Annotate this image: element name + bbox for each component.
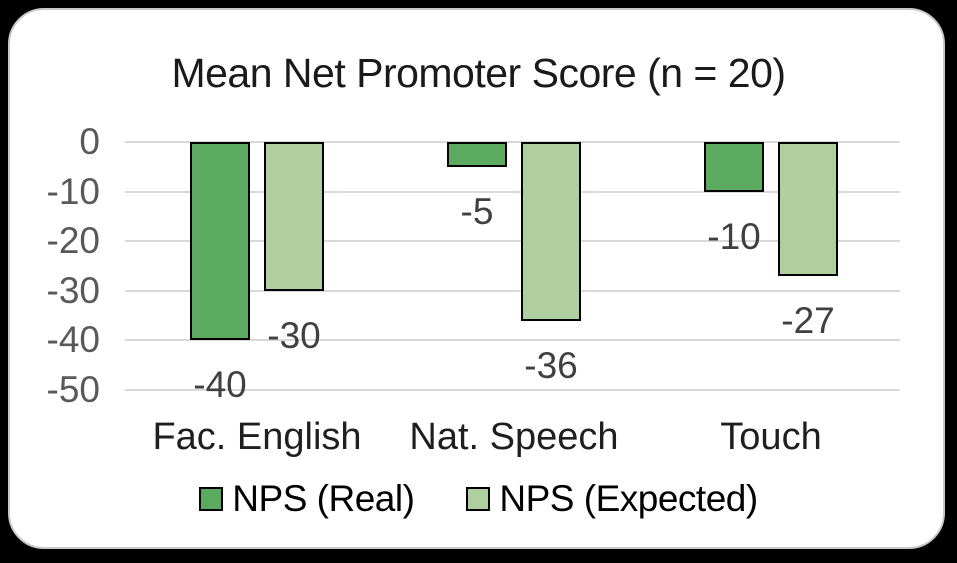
chart-legend: NPS (Real) NPS (Expected): [0, 478, 957, 520]
x-axis-category-label: Touch: [720, 416, 822, 458]
legend-label: NPS (Expected): [499, 478, 758, 519]
y-axis-tick-label: -20: [46, 220, 100, 262]
bar-real: [447, 142, 507, 167]
data-label: -36: [524, 344, 578, 386]
chart-card: [8, 8, 945, 549]
data-label: -30: [267, 314, 321, 356]
y-axis-tick-label: 0: [79, 121, 100, 162]
legend-swatch-icon: [466, 487, 491, 511]
legend-item: NPS (Expected): [466, 478, 758, 520]
y-axis-tick-label: -50: [46, 369, 100, 410]
y-axis-tick-label: -10: [46, 170, 100, 212]
y-axis-tick-label: -40: [46, 319, 100, 361]
gridline: [125, 240, 900, 243]
gridline: [125, 339, 900, 342]
legend-label: NPS (Real): [232, 478, 415, 519]
bar-expected: [264, 142, 324, 291]
x-axis-category-label: Nat. Speech: [409, 416, 619, 458]
gridline: [125, 190, 900, 193]
gridline: [125, 289, 900, 292]
chart-title: Mean Net Promoter Score (n = 20): [171, 50, 786, 96]
data-label: -40: [193, 364, 247, 406]
y-axis-tick-label: -30: [46, 269, 100, 311]
bar-real: [704, 142, 764, 192]
bar-expected: [778, 142, 838, 276]
legend-item: NPS (Real): [199, 478, 415, 520]
bar-expected: [521, 142, 581, 321]
x-axis-category-label: Fac. English: [152, 416, 362, 458]
gridline: [125, 389, 900, 391]
legend-swatch-icon: [199, 487, 224, 511]
data-label: -5: [460, 190, 494, 232]
gridline: [125, 141, 900, 143]
data-label: -10: [707, 215, 761, 257]
bar-real: [190, 142, 250, 341]
data-label: -27: [781, 299, 835, 341]
